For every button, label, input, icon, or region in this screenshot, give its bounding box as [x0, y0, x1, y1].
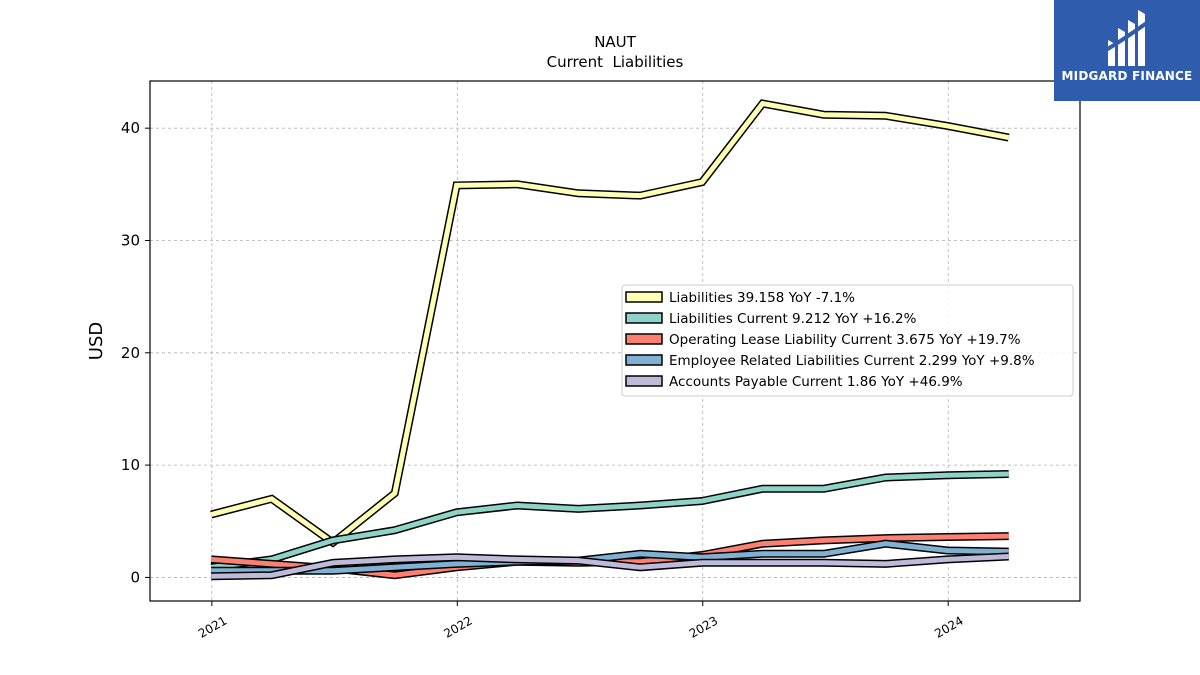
legend-label: Liabilities Current 9.212 YoY +16.2% — [669, 311, 917, 327]
legend: Liabilities 39.158 YoY -7.1% Liabilities … — [621, 284, 1074, 397]
legend-label: Operating Lease Liability Current 3.675 … — [669, 332, 1021, 348]
legend-label: Accounts Payable Current 1.86 YoY +46.9% — [669, 374, 963, 390]
plot-frame — [149, 80, 1081, 602]
chart-title: NAUT — [594, 33, 636, 51]
x-tick-label: 2024 — [932, 613, 965, 640]
y-tick-label: 20 — [121, 344, 140, 362]
legend-swatch — [625, 291, 663, 303]
x-tick-label: 2022 — [441, 613, 474, 640]
series-line — [211, 541, 1009, 574]
legend-swatch — [625, 354, 663, 366]
x-tick-label: 2021 — [196, 613, 229, 640]
legend-swatch — [625, 312, 663, 324]
series-employee-related-liabilities-current — [211, 539, 1009, 575]
chart-subtitle: Current Liabilities — [547, 53, 684, 71]
series-line — [210, 471, 1009, 570]
y-tick-label: 30 — [121, 231, 140, 249]
series-line — [210, 100, 1010, 546]
y-tick-label: 10 — [121, 456, 140, 474]
legend-label: Liabilities 39.158 YoY -7.1% — [669, 290, 855, 306]
legend-swatch — [625, 375, 663, 387]
legend-box — [621, 284, 1074, 397]
x-tick-label: 2023 — [687, 613, 720, 640]
y-axis-label: USD — [86, 322, 107, 360]
legend-label: Employee Related Liabilities Current 2.2… — [669, 353, 1035, 369]
y-tick-label: 0 — [130, 568, 140, 586]
series-liabilities — [210, 99, 1010, 548]
y-tick-label: 40 — [121, 119, 140, 137]
series-layer — [210, 99, 1010, 581]
brand-logo-icon — [1104, 10, 1150, 66]
brand-name: MIDGARD FINANCE — [1061, 69, 1193, 83]
series-accounts-payable-current — [211, 552, 1009, 581]
series-liabilities-current — [210, 470, 1009, 572]
legend-swatch — [625, 333, 663, 345]
series-line — [211, 554, 1009, 579]
brand-logo: MIDGARD FINANCE — [1054, 0, 1200, 101]
